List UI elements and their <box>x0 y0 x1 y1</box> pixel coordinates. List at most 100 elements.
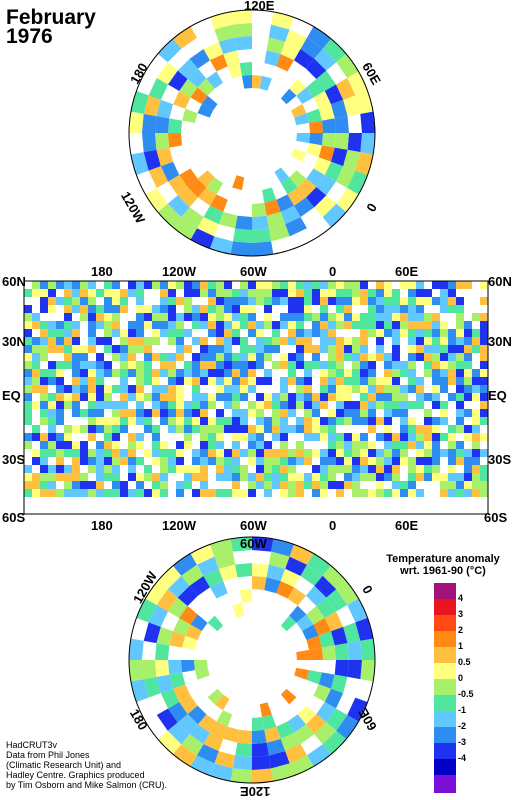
anomaly-cell <box>368 401 376 409</box>
anomaly-cell <box>184 369 192 377</box>
south-polar-map-cell <box>172 744 197 767</box>
anomaly-cell <box>288 465 296 473</box>
anomaly-cell <box>224 345 232 353</box>
anomaly-cell <box>184 401 192 409</box>
north-polar-map-cell <box>143 95 161 117</box>
south-polar-map-frame <box>128 536 376 784</box>
anomaly-cell <box>224 281 232 289</box>
north-polar-map-cell <box>318 104 335 121</box>
credits: HadCRUT3v Data from Phil Jones (Climatic… <box>6 740 167 790</box>
anomaly-cell <box>64 401 72 409</box>
anomaly-cell <box>144 361 152 369</box>
anomaly-cell <box>128 417 136 425</box>
anomaly-cell <box>280 433 288 441</box>
anomaly-cell <box>216 449 224 457</box>
anomaly-cell <box>280 337 288 345</box>
anomaly-cell <box>280 489 288 497</box>
legend-swatch <box>434 775 456 793</box>
anomaly-cell <box>216 313 224 321</box>
anomaly-cell <box>40 281 48 289</box>
anomaly-cell <box>184 297 192 305</box>
south-polar-map-cell <box>167 702 188 723</box>
lat-label-60s-right: 60S <box>484 510 508 525</box>
anomaly-cell <box>472 393 480 401</box>
anomaly-cell <box>408 465 416 473</box>
anomaly-cell <box>280 393 288 401</box>
anomaly-cell <box>408 473 416 481</box>
anomaly-cell <box>56 441 64 449</box>
anomaly-cell <box>448 441 456 449</box>
south-polar-map-cell <box>324 611 344 632</box>
anomaly-cell <box>112 457 120 465</box>
anomaly-cell <box>288 313 296 321</box>
anomaly-cell <box>328 329 336 337</box>
south-polar-map-cell <box>210 581 228 599</box>
anomaly-cell <box>432 465 440 473</box>
north-polar-map-cell <box>168 118 183 133</box>
anomaly-cell <box>224 289 232 297</box>
anomaly-cell <box>32 361 40 369</box>
anomaly-cell <box>48 465 56 473</box>
anomaly-cell <box>384 417 392 425</box>
anomaly-cell <box>360 457 368 465</box>
anomaly-cell <box>264 473 272 481</box>
anomaly-cell <box>392 369 400 377</box>
anomaly-cell <box>352 465 360 473</box>
anomaly-cell <box>312 465 320 473</box>
anomaly-cell <box>104 393 112 401</box>
anomaly-cell <box>472 377 480 385</box>
anomaly-cell <box>472 385 480 393</box>
anomaly-cell <box>440 401 448 409</box>
anomaly-cell <box>104 449 112 457</box>
anomaly-cell <box>256 337 264 345</box>
anomaly-cell <box>56 321 64 329</box>
anomaly-cell <box>40 441 48 449</box>
anomaly-cell <box>360 473 368 481</box>
anomaly-cell <box>288 281 296 289</box>
anomaly-cell <box>160 473 168 481</box>
anomaly-cell <box>312 361 320 369</box>
anomaly-cell <box>480 297 488 305</box>
anomaly-cell <box>208 369 216 377</box>
north-polar-map-cell <box>172 26 197 49</box>
anomaly-cell <box>176 345 184 353</box>
anomaly-cell <box>192 337 200 345</box>
anomaly-cell <box>472 441 480 449</box>
anomaly-cell <box>320 465 328 473</box>
anomaly-cell <box>136 401 144 409</box>
anomaly-cell <box>448 457 456 465</box>
south-polar-map-cell <box>307 553 332 576</box>
anomaly-cell <box>136 369 144 377</box>
north-polar-map-cell <box>235 215 252 230</box>
anomaly-cell <box>72 337 80 345</box>
credits-line1: HadCRUT3v <box>6 740 58 750</box>
anomaly-cell <box>56 329 64 337</box>
north-polar-map-cell <box>210 54 228 72</box>
anomaly-cell <box>64 449 72 457</box>
anomaly-cell <box>456 353 464 361</box>
anomaly-cell <box>152 473 160 481</box>
anomaly-cell <box>336 305 344 313</box>
anomaly-cell <box>272 449 280 457</box>
anomaly-cell <box>40 417 48 425</box>
anomaly-cell <box>408 377 416 385</box>
north-polar-map-cell <box>252 241 274 256</box>
anomaly-cell <box>408 281 416 289</box>
anomaly-cell <box>328 377 336 385</box>
anomaly-cell <box>40 433 48 441</box>
north-polar-map-cell <box>268 24 290 42</box>
north-polar-map-cell <box>271 11 295 30</box>
north-polar-map-cell <box>276 194 294 212</box>
south-polar-map-cell <box>296 649 310 660</box>
anomaly-cell <box>256 481 264 489</box>
anomaly-cell <box>320 393 328 401</box>
north-polar-map-cell <box>181 207 204 229</box>
anomaly-cell <box>256 297 264 305</box>
north-polar-map-cell <box>264 199 281 216</box>
anomaly-cell <box>224 313 232 321</box>
anomaly-cell <box>440 289 448 297</box>
anomaly-cell <box>344 281 352 289</box>
anomaly-cell <box>328 321 336 329</box>
anomaly-cell <box>112 481 120 489</box>
